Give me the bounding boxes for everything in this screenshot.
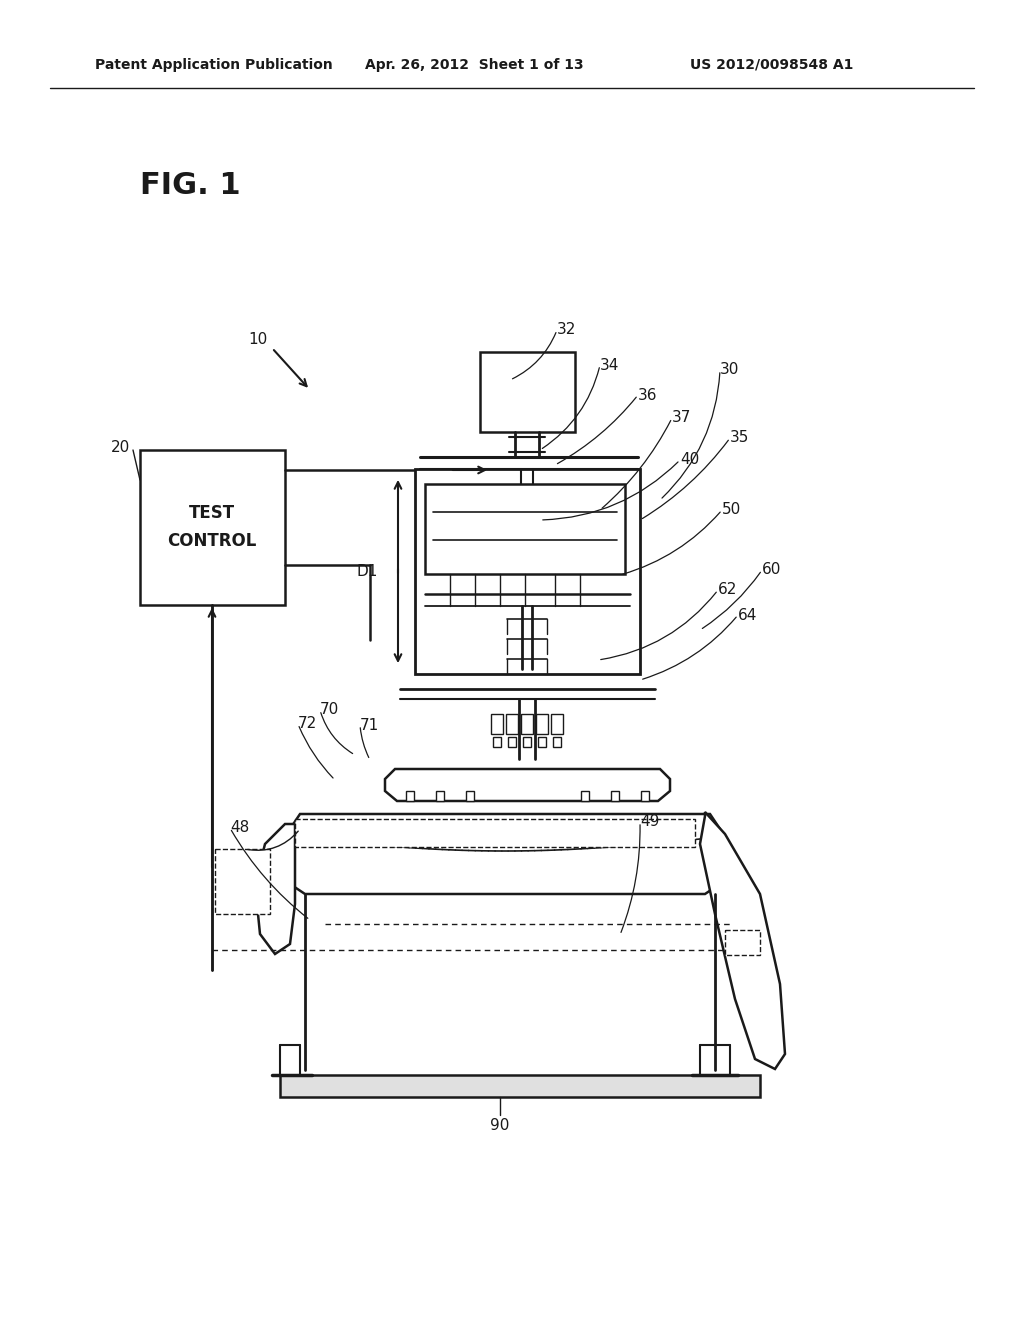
Bar: [551, 714, 563, 734]
Text: 64: 64: [738, 607, 758, 623]
Text: FIG. 1: FIG. 1: [140, 170, 241, 199]
Text: 35: 35: [730, 430, 750, 446]
Bar: [725, 931, 760, 954]
Bar: [506, 714, 518, 734]
Bar: [581, 791, 589, 801]
Bar: [280, 1074, 760, 1097]
Bar: [466, 791, 474, 801]
Text: 32: 32: [557, 322, 577, 338]
Text: CONTROL: CONTROL: [167, 532, 257, 550]
Polygon shape: [385, 770, 670, 801]
Bar: [521, 714, 534, 734]
Bar: [480, 352, 575, 432]
Bar: [215, 849, 270, 913]
Text: 20: 20: [111, 441, 130, 455]
Text: 37: 37: [672, 411, 691, 425]
Text: 50: 50: [722, 503, 741, 517]
Text: 70: 70: [319, 702, 339, 718]
Bar: [553, 737, 561, 747]
Text: US 2012/0098548 A1: US 2012/0098548 A1: [690, 58, 853, 73]
Text: D1: D1: [356, 564, 378, 578]
Text: 36: 36: [638, 388, 657, 403]
Polygon shape: [255, 824, 295, 954]
Text: 71: 71: [360, 718, 379, 733]
Text: 60: 60: [762, 562, 781, 578]
Bar: [538, 737, 546, 747]
Text: 40: 40: [680, 453, 699, 467]
Bar: [493, 737, 501, 747]
Bar: [641, 791, 649, 801]
Bar: [536, 714, 548, 734]
Text: 10: 10: [248, 333, 267, 347]
Text: 62: 62: [718, 582, 737, 598]
Text: TEST: TEST: [189, 504, 236, 521]
Text: 72: 72: [298, 717, 317, 731]
Bar: [415, 469, 640, 675]
Text: Apr. 26, 2012  Sheet 1 of 13: Apr. 26, 2012 Sheet 1 of 13: [365, 58, 584, 73]
Bar: [140, 450, 285, 605]
Bar: [295, 818, 695, 847]
Text: 34: 34: [600, 358, 620, 372]
Text: 90: 90: [490, 1118, 510, 1133]
Text: 30: 30: [720, 363, 739, 378]
Bar: [508, 737, 516, 747]
Bar: [406, 791, 414, 801]
Polygon shape: [700, 812, 785, 1069]
Bar: [490, 714, 503, 734]
Text: 48: 48: [230, 821, 249, 836]
Bar: [523, 737, 531, 747]
Bar: [611, 791, 618, 801]
Bar: [425, 484, 625, 574]
Text: Patent Application Publication: Patent Application Publication: [95, 58, 333, 73]
Polygon shape: [285, 814, 725, 894]
Bar: [436, 791, 444, 801]
Text: 49: 49: [640, 814, 659, 829]
